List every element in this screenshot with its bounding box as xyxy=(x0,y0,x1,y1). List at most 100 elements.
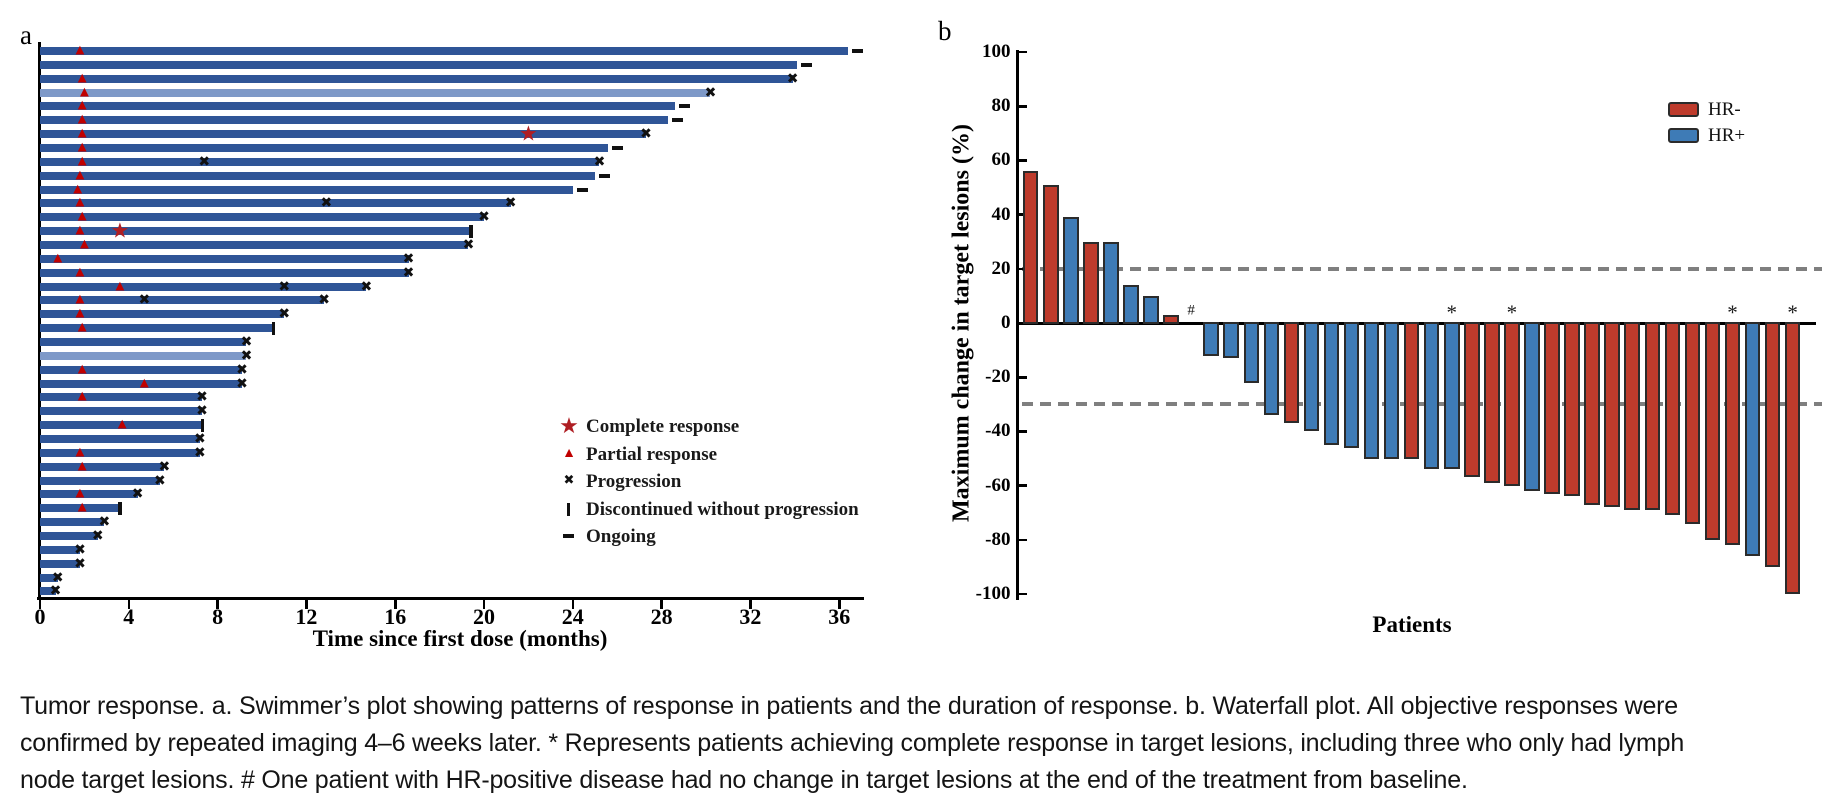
partial-response-icon: ▲ xyxy=(74,153,90,170)
swimmer-bar xyxy=(40,74,793,83)
waterfall-bar-hr-neg xyxy=(1664,322,1681,516)
y-tick xyxy=(1017,105,1027,108)
reference-line-minus30 xyxy=(1022,402,1822,406)
waterfall-bar-hr-pos xyxy=(1343,322,1360,448)
partial-response-icon: ▲ xyxy=(76,236,92,253)
y-tick-label: 100 xyxy=(982,41,1011,62)
partial-response-icon: ▲ xyxy=(72,222,88,239)
partial-response-icon: ▲ xyxy=(76,84,92,101)
progression-icon: ✖ xyxy=(236,375,248,392)
legend-swatch xyxy=(1668,128,1699,143)
partial-response-icon: ▲ xyxy=(72,42,88,59)
ongoing-icon xyxy=(801,62,813,67)
x-tick-label: 16 xyxy=(384,604,407,629)
waterfall-bar-hr-pos xyxy=(1143,295,1159,324)
swimmer-bar xyxy=(40,365,243,374)
waterfall-bar-hr-pos xyxy=(1363,322,1380,459)
y-tick-label: 20 xyxy=(991,257,1011,279)
waterfall-bar-hr-neg xyxy=(1043,184,1059,324)
vbar-shape xyxy=(567,502,570,516)
discontinued-icon xyxy=(469,224,473,238)
waterfall-bar-hr-neg xyxy=(1163,314,1179,324)
y-tick-label: 0 xyxy=(1001,312,1011,333)
swimmer-bar xyxy=(40,476,160,485)
partial-response-icon: ▲ xyxy=(136,375,152,392)
waterfall-bar-hr-neg xyxy=(1684,322,1701,524)
dash-icon xyxy=(556,523,582,551)
progression-icon: ✖ xyxy=(196,403,208,420)
swimmer-bar xyxy=(40,282,367,291)
swimmer-bar xyxy=(40,573,58,582)
x-tick-label: 0 xyxy=(34,604,46,629)
progression-icon: ✖ xyxy=(91,527,104,544)
swimmer-bar xyxy=(40,434,200,443)
figure-caption: Tumor response. a. Swimmer’s plot showin… xyxy=(20,688,1820,799)
swimmer-bar xyxy=(40,531,98,540)
y-tick-label: -100 xyxy=(975,583,1011,604)
waterfall-bar-hr-neg xyxy=(1544,322,1560,494)
partial-response-icon: ▲ xyxy=(72,167,88,184)
x-tick xyxy=(838,600,841,609)
complete-response-icon: ★ xyxy=(518,121,538,146)
progression-icon: ✖ xyxy=(74,555,86,572)
progression-icon: ✖ xyxy=(320,195,333,212)
swimmer-bar xyxy=(40,310,285,319)
waterfall-bar-hr-pos xyxy=(1744,322,1761,557)
progression-icon: ✖ xyxy=(278,278,291,295)
legend-item-label: Partial response xyxy=(586,443,718,465)
x-tick-label: 8 xyxy=(212,604,224,629)
ongoing-icon xyxy=(612,145,624,150)
partial-response-icon: ▲ xyxy=(74,458,90,475)
x-tick xyxy=(482,600,486,609)
partial-response-icon: ▲ xyxy=(72,264,88,281)
swimmer-bar xyxy=(40,545,80,554)
swimmer-bar xyxy=(40,102,675,111)
caption-line: node target lesions. # One patient with … xyxy=(20,766,1468,794)
x-tick-label: 20 xyxy=(473,604,495,629)
progression-icon: ✖ xyxy=(640,126,652,143)
swimmer-bar xyxy=(40,254,409,263)
progression-icon: ✖ xyxy=(193,430,206,447)
partial-response-icon: ▲ xyxy=(74,361,90,378)
legend-item-label: Discontinued without progression xyxy=(586,498,859,520)
waterfall-bar-hr-pos xyxy=(1323,322,1340,445)
legend-item-triangle: ▲ Partial response xyxy=(556,441,876,469)
waterfall-bar-hr-neg xyxy=(1083,241,1099,324)
legend-swatch xyxy=(1668,102,1699,117)
waterfall-y-axis-line xyxy=(1016,50,1019,600)
partial-response-icon: ▲ xyxy=(50,250,66,267)
progression-icon: ✖ xyxy=(240,347,253,364)
x-tick xyxy=(305,600,308,609)
complete-response-asterisk: * xyxy=(1727,300,1738,325)
legend-item-label: Progression xyxy=(586,471,682,492)
y-tick-label: -80 xyxy=(985,528,1011,550)
progression-icon: ✖ xyxy=(51,569,64,586)
waterfall-bar-hr-pos xyxy=(1303,322,1320,432)
progression-icon: ✖ xyxy=(786,70,799,87)
legend-item-label: Complete response xyxy=(586,416,740,437)
y-tick-label: 60 xyxy=(991,149,1011,171)
partial-response-icon: ▲ xyxy=(112,278,128,295)
x-tick xyxy=(749,600,752,609)
caption-line: confirmed by repeated imaging 4–6 weeks … xyxy=(20,729,1685,757)
partial-response-icon: ▲ xyxy=(74,70,90,87)
y-tick xyxy=(1017,376,1027,379)
legend-item-vbar: Discontinued without progression xyxy=(556,496,876,524)
swimmer-bar xyxy=(40,337,247,346)
x-tick xyxy=(216,600,219,609)
swimmer-bar xyxy=(40,296,325,305)
swimmer-bar xyxy=(40,351,247,360)
partial-response-icon: ▲ xyxy=(72,485,88,502)
partial-response-icon: ▲ xyxy=(72,305,88,322)
waterfall-bar-hr-neg xyxy=(1704,322,1721,540)
x-tick xyxy=(660,600,663,609)
partial-response-icon: ▲ xyxy=(74,139,90,156)
swimmer-bar xyxy=(40,116,669,125)
waterfall-bar-hr-pos xyxy=(1103,241,1119,324)
waterfall-bar-hr-neg xyxy=(1484,322,1500,483)
legend-item-hr-pos: HR+ xyxy=(1668,125,1788,148)
progression-icon: ✖ xyxy=(74,541,86,558)
progression-icon: ✖ xyxy=(193,444,206,461)
legend-item-hr-neg: HR- xyxy=(1668,99,1788,122)
progression-icon: ✖ xyxy=(196,389,208,406)
